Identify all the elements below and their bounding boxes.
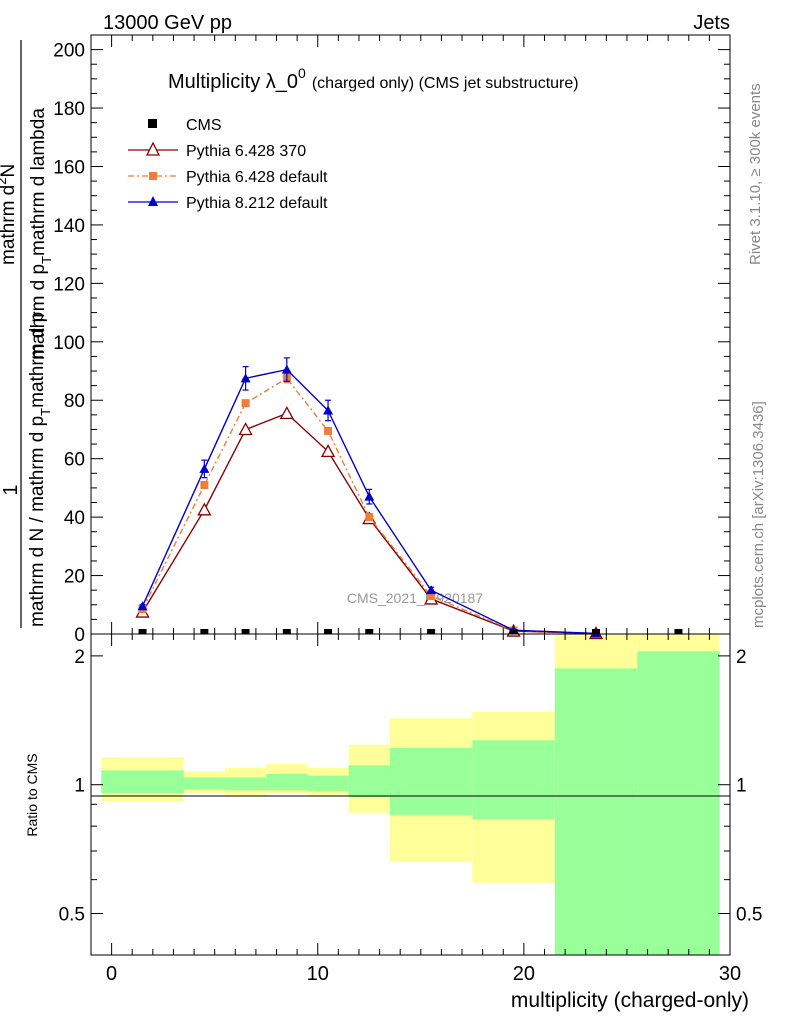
marker-0-1 xyxy=(197,502,212,516)
cms-marker-2 xyxy=(241,629,250,634)
ratio-y-label: Ratio to CMS xyxy=(24,753,40,836)
legend-label-p6-default: Pythia 6.428 default xyxy=(186,169,328,186)
marker-2-5 xyxy=(364,491,375,501)
ratio-tick-label-right-2: 2 xyxy=(736,647,747,668)
ylabel-num2-sup: 2 xyxy=(0,178,9,185)
marker-2-3 xyxy=(281,364,292,374)
legend-marker-p6-default xyxy=(149,172,157,180)
ratio-band-inner-1 xyxy=(183,777,225,790)
legend-marker-p8-default xyxy=(148,196,158,206)
ylabel-den1: mathrm d N / mathrm d pTmathrm d p xyxy=(27,312,53,627)
cms-marker-4 xyxy=(324,629,333,634)
plot-title: Multiplicity λ_00 (charged only) (CMS jet… xyxy=(168,65,579,93)
marker-2-0 xyxy=(137,601,148,611)
ratio-band-inner-4 xyxy=(307,775,349,792)
cms-marker-0 xyxy=(138,629,147,634)
ratio-band-inner-6 xyxy=(389,747,473,815)
y-tick-label-2: 40 xyxy=(64,508,85,529)
y-tick-label-9: 180 xyxy=(53,99,85,120)
y-tick-label-1: 20 xyxy=(64,567,85,588)
y-tick-label-4: 80 xyxy=(64,391,85,412)
y-tick-label-7: 140 xyxy=(53,216,85,237)
ratio-tick-label-right-0: 0.5 xyxy=(736,905,762,926)
y-tick-label-8: 160 xyxy=(53,157,85,178)
cms-marker-8 xyxy=(592,629,601,634)
x-tick-label-2: 20 xyxy=(513,963,535,985)
marker-2-1 xyxy=(199,463,210,473)
x-tick-label-0: 0 xyxy=(106,963,117,985)
ratio-band-inner-9 xyxy=(637,651,720,955)
ylabel-den2-sub: T xyxy=(39,256,54,264)
x-axis-label: multiplicity (charged-only) xyxy=(511,989,749,1012)
marker-2-6 xyxy=(426,585,437,595)
legend-marker-cms xyxy=(148,119,157,128)
rivet-label: Rivet 3.1.10, ≥ 300k events xyxy=(747,83,764,265)
y-tick-label-6: 120 xyxy=(53,274,85,295)
marker-1-5 xyxy=(365,513,374,522)
ratio-band-inner-0 xyxy=(101,770,184,794)
ratio-band-inner-8 xyxy=(554,668,638,955)
x-tick-label-3: 30 xyxy=(719,963,741,985)
ratio-tick-label-right-1: 1 xyxy=(736,776,747,797)
ylabel-num2-b: N xyxy=(0,164,19,178)
ratio-tick-label-left-1: 1 xyxy=(74,776,85,797)
marker-0-3 xyxy=(279,406,294,420)
ylabel-den2-b: mathrm d lambda xyxy=(28,108,49,256)
legend-label-p8-default: Pythia 8.212 default xyxy=(186,195,328,212)
y-tick-label-5: 100 xyxy=(53,333,85,354)
marker-0-4 xyxy=(320,444,336,458)
cms-marker-3 xyxy=(282,629,291,634)
cms-marker-7 xyxy=(509,629,518,634)
title-main: Multiplicity λ_0 xyxy=(168,71,298,93)
y-tick-label-3: 60 xyxy=(64,450,85,471)
legend-label-cms: CMS xyxy=(186,117,222,134)
ylabel-den1-b: mathrm d p xyxy=(27,312,48,408)
marker-1-6 xyxy=(427,592,436,601)
marker-2-4 xyxy=(323,405,334,415)
ratio-tick-label-left-0: 0.5 xyxy=(59,905,85,926)
ratio-band-inner-3 xyxy=(266,773,308,791)
ratio-plot-frame xyxy=(90,633,731,956)
x-tick-label-1: 10 xyxy=(307,963,329,985)
title-sup: 0 xyxy=(298,65,306,81)
header-left: 13000 GeV pp xyxy=(103,12,232,34)
legend-marker-p6-370 xyxy=(145,141,161,156)
ylabel-den2-a: mathrm d p xyxy=(28,264,49,360)
cms-marker-9 xyxy=(674,629,683,634)
cms-marker-6 xyxy=(427,629,436,634)
ylabel-num1: 1 xyxy=(0,484,22,495)
y-axis-label: 1 mathrm d N / mathrm d pTmathrm d p mat… xyxy=(0,40,54,628)
cms-marker-1 xyxy=(200,629,209,634)
title-suffix: (charged only) (CMS jet substructure) xyxy=(312,75,579,92)
ratio-band-inner-2 xyxy=(224,777,267,791)
ylabel-den2: mathrm d pTmathrm d lambda xyxy=(28,108,54,360)
marker-0-2 xyxy=(238,422,253,436)
y-tick-label-10: 200 xyxy=(53,41,85,62)
watermark: CMS_2021_I1920187 xyxy=(347,590,483,606)
ratio-band-inner-7 xyxy=(472,740,555,820)
marker-2-2 xyxy=(240,373,251,383)
ylabel-num2: mathrm d2N xyxy=(0,164,19,265)
main-series-group xyxy=(135,357,683,640)
ratio-band-inner-5 xyxy=(348,765,390,798)
ylabel-den1-a: mathrm d N / mathrm d p xyxy=(27,416,48,627)
marker-1-1 xyxy=(200,480,209,489)
mcplots-label: mcplots.cern.ch [arXiv:1306.3436] xyxy=(750,401,767,628)
ylabel-den1-sub: T xyxy=(38,408,53,416)
header-right: Jets xyxy=(693,12,730,34)
ylabel-num2-a: mathrm d xyxy=(0,185,19,265)
y-tick-label-0: 0 xyxy=(74,625,85,646)
cms-marker-5 xyxy=(365,629,374,634)
legend-label-p6-370: Pythia 6.428 370 xyxy=(186,143,306,160)
marker-1-2 xyxy=(241,399,250,408)
ratio-tick-label-left-2: 2 xyxy=(74,647,85,668)
marker-1-4 xyxy=(324,426,333,435)
ratio-bands xyxy=(101,634,720,955)
legend: CMS Pythia 6.428 370 Pythia 6.428 defaul… xyxy=(128,117,328,212)
